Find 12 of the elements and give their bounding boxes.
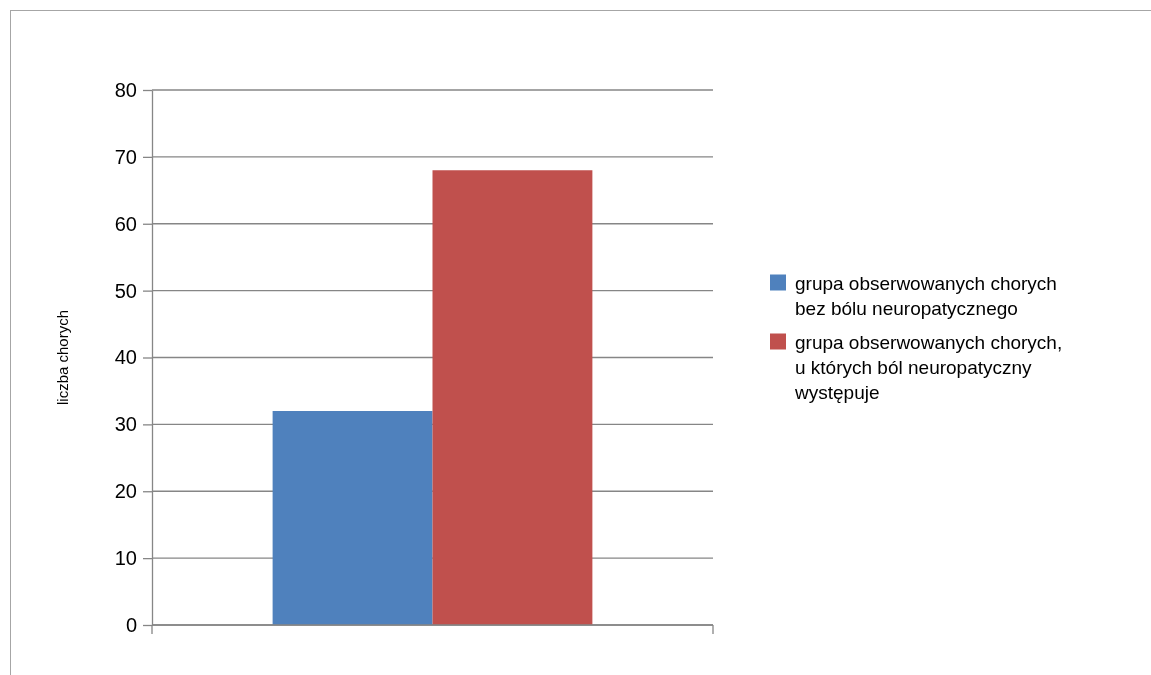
y-axis-title: liczba chorych [54,309,71,406]
y-tick-label: 70 [114,145,137,168]
y-tick-label: 50 [114,279,137,302]
legend-label: grupa obserwowanych chorych, u których ból neuropatyczny występuje [794,331,1063,403]
y-tick-label: 0 [125,613,137,636]
y-tick-label: 60 [114,212,137,235]
y-tick-label: 40 [114,346,137,369]
y-tick-label: 10 [114,547,137,570]
y-tick-label: 30 [114,413,137,436]
legend-label: grupa obserwowanych chorych bez bólu neuropatycznego [795,272,1057,319]
y-tick-label: 20 [114,480,137,503]
y-tick-label: 80 [114,78,137,101]
